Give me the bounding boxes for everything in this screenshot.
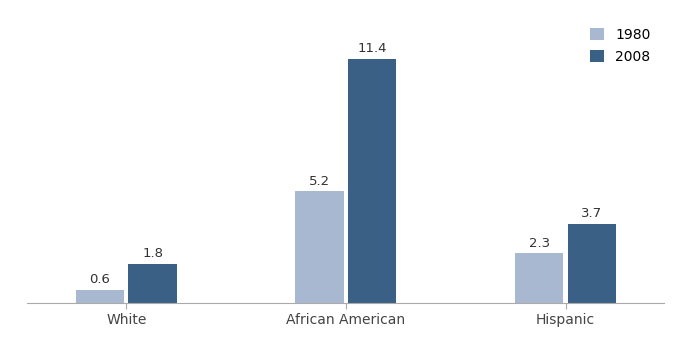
Text: 0.6: 0.6 <box>90 273 110 286</box>
Bar <box>129 264 177 303</box>
Bar <box>515 254 563 303</box>
Bar <box>568 224 616 303</box>
Text: 3.7: 3.7 <box>582 207 603 220</box>
Text: 11.4: 11.4 <box>358 42 387 55</box>
Text: 2.3: 2.3 <box>529 237 550 250</box>
Text: 1.8: 1.8 <box>142 247 163 260</box>
Bar <box>76 290 124 303</box>
Text: 5.2: 5.2 <box>309 174 330 187</box>
Legend: 1980, 2008: 1980, 2008 <box>583 21 658 71</box>
Bar <box>295 191 344 303</box>
Bar <box>348 59 397 303</box>
